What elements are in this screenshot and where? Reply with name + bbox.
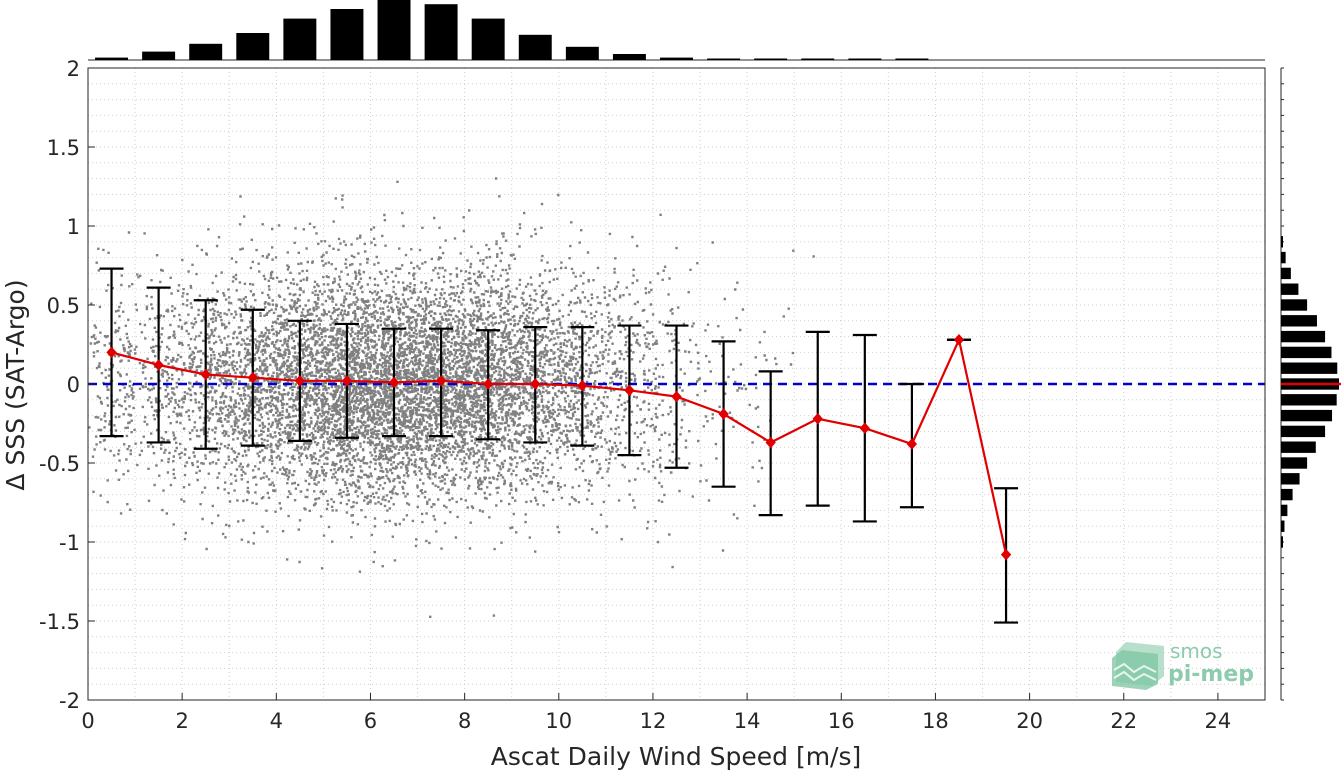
x-axis-label: Ascat Daily Wind Speed [m/s] <box>491 742 862 771</box>
x-tick-label: 4 <box>270 709 283 733</box>
top-histogram-bar <box>142 51 176 60</box>
mean-point <box>765 436 776 449</box>
x-tick-labels: 0 2 4 6 8 10 12 14 16 18 20 22 24 <box>81 709 1231 733</box>
mean-point <box>1000 548 1012 561</box>
right-histogram-bar <box>1281 236 1283 248</box>
top-histogram-bar <box>801 58 835 60</box>
right-histogram-bar <box>1281 315 1317 327</box>
mean-point <box>106 346 117 359</box>
error-bars <box>99 267 1019 624</box>
top-histogram-bar <box>95 57 129 60</box>
mean-point <box>953 334 965 346</box>
right-histogram-bar <box>1281 251 1286 264</box>
mean-point <box>247 371 258 384</box>
top-histogram-bar <box>660 57 693 60</box>
right-histogram-bar <box>1281 536 1283 548</box>
tick-marks <box>87 67 1219 701</box>
mean-point <box>435 375 447 387</box>
logo-text-pimep: pi-mep <box>1168 662 1254 687</box>
mean-point <box>812 413 823 425</box>
right-histogram <box>1280 67 1341 701</box>
right-histogram-bar <box>1281 488 1293 501</box>
y-tick-label: 1.5 <box>47 136 80 160</box>
logo-text-smos: smos <box>1170 639 1223 663</box>
y-tick-label: -0.5 <box>39 452 80 476</box>
top-histogram-bar <box>848 58 882 60</box>
right-histogram-bar <box>1281 362 1338 374</box>
top-histogram-bar <box>471 18 505 61</box>
y-tick-label: 1 <box>67 215 80 239</box>
y-tick-labels: 2 1.5 1 0.5 0 -0.5 -1 -1.5 -2 <box>39 57 80 713</box>
top-histogram-bar <box>377 0 411 60</box>
x-tick-label: 20 <box>1016 709 1043 733</box>
y-tick-label: -2 <box>59 689 80 713</box>
right-histogram-bar <box>1281 330 1326 343</box>
top-histogram-bar <box>518 34 552 60</box>
mean-point <box>577 379 588 392</box>
mean-point <box>341 375 353 387</box>
x-tick-label: 24 <box>1205 709 1232 733</box>
top-histogram-bar <box>707 58 741 60</box>
mean-point <box>906 438 918 450</box>
x-tick-label: 12 <box>640 709 667 733</box>
y-axis-label: Δ SSS (SAT-Argo) <box>1 279 30 490</box>
smos-pimep-logo: smos pi-mep <box>1112 639 1254 690</box>
right-histogram-bar <box>1281 473 1300 485</box>
mean-point <box>200 368 211 381</box>
mean-point <box>153 359 164 371</box>
x-tick-label: 2 <box>175 709 188 733</box>
right-histogram-bar <box>1281 425 1326 438</box>
right-histogram-bar <box>1281 394 1337 406</box>
y-tick-label: -1 <box>59 531 80 555</box>
mean-line <box>106 334 1012 561</box>
y-tick-label: -1.5 <box>39 610 80 634</box>
mean-point <box>483 378 494 390</box>
top-histogram-bar <box>895 58 929 60</box>
mean-point <box>859 422 870 434</box>
x-tick-label: 16 <box>828 709 855 733</box>
x-tick-label: 0 <box>81 709 94 733</box>
mean-point <box>718 408 729 420</box>
top-histogram-bar <box>283 18 317 61</box>
mean-point <box>294 375 306 387</box>
x-tick-label: 6 <box>364 709 377 733</box>
right-histogram-bar <box>1281 457 1308 469</box>
x-tick-label: 8 <box>458 709 471 733</box>
right-histogram-bar <box>1281 504 1288 517</box>
mean-point <box>530 378 541 390</box>
mean-series-line <box>111 336 1008 555</box>
right-histogram-bar <box>1281 409 1333 422</box>
right-histogram-bar <box>1281 520 1285 532</box>
right-histogram-bar <box>1281 283 1299 295</box>
y-tick-label: 2 <box>67 57 80 81</box>
x-tick-label: 14 <box>734 709 761 733</box>
logo-mark-icon <box>1112 642 1164 690</box>
top-histogram-bar <box>330 9 364 60</box>
right-histogram-bar <box>1281 346 1332 359</box>
mean-point <box>624 384 635 397</box>
top-histogram <box>88 0 1265 61</box>
top-histogram-bar <box>565 46 599 60</box>
top-histogram-bar <box>612 54 646 60</box>
x-tick-label: 10 <box>545 709 572 733</box>
top-histogram-bar <box>754 58 788 60</box>
top-histogram-bar <box>424 4 458 60</box>
top-histogram-bar <box>189 43 223 60</box>
top-histogram-bar <box>236 33 270 60</box>
x-tick-label: 22 <box>1110 709 1137 733</box>
mean-point <box>671 390 682 403</box>
x-tick-label: 18 <box>922 709 949 733</box>
right-histogram-bar <box>1281 299 1308 311</box>
right-histogram-bar <box>1281 267 1291 280</box>
y-tick-label: 0 <box>67 373 80 397</box>
right-histogram-bar <box>1281 441 1316 453</box>
mean-point <box>388 376 400 389</box>
scatter-cloud <box>88 177 815 619</box>
y-tick-label: 0.5 <box>47 294 80 318</box>
scatter-points <box>88 177 815 619</box>
